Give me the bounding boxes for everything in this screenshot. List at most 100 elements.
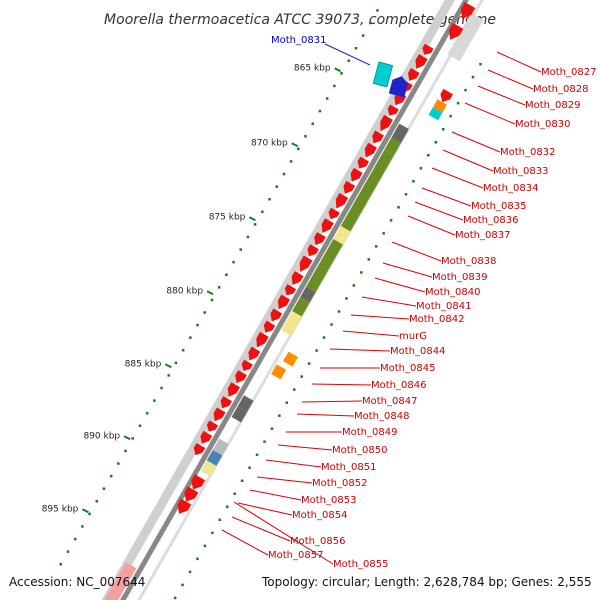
cog-block-shape — [333, 226, 351, 245]
forward-gene[interactable] — [274, 294, 291, 312]
genome-backbone — [101, 0, 484, 600]
forward-gene[interactable] — [361, 142, 377, 160]
scale-dot — [427, 153, 430, 157]
cog-block[interactable] — [237, 395, 254, 413]
gene-label[interactable]: Moth_0841 — [416, 301, 471, 312]
gene-label[interactable]: Moth_0846 — [371, 380, 426, 391]
forward-gene[interactable] — [355, 156, 370, 172]
scale-dot — [300, 375, 303, 378]
gene-label[interactable]: Moth_0844 — [390, 346, 445, 357]
forward-gene[interactable] — [385, 104, 399, 118]
forward-gene[interactable] — [188, 474, 206, 492]
selected-gene-label[interactable]: Moth_0831 — [271, 35, 326, 46]
cog-block[interactable] — [231, 406, 248, 423]
selected-gene-arrow[interactable] — [388, 74, 410, 98]
forward-gene[interactable] — [232, 370, 247, 385]
gene-label[interactable]: Moth_0854 — [292, 510, 347, 521]
cog-block[interactable] — [432, 99, 447, 113]
scale-dot — [419, 167, 423, 170]
gene-label[interactable]: Moth_0856 — [290, 536, 345, 547]
cog-block[interactable] — [206, 449, 223, 466]
forward-gene[interactable] — [245, 346, 261, 363]
gene-label[interactable]: Moth_0828 — [533, 84, 588, 95]
cog-block[interactable] — [333, 226, 351, 245]
forward-gene[interactable] — [224, 382, 240, 399]
gene-label[interactable]: Moth_0827 — [541, 67, 596, 78]
forward-gene[interactable] — [326, 207, 340, 222]
gene-label[interactable]: Moth_0840 — [425, 287, 480, 298]
forward-gene[interactable] — [282, 284, 297, 298]
gene-label[interactable]: Moth_0848 — [354, 411, 409, 422]
gene-label[interactable]: Moth_0855 — [333, 559, 388, 570]
gene-label[interactable]: Moth_0836 — [463, 215, 518, 226]
scale-dot — [218, 518, 222, 522]
forward-gene[interactable] — [253, 331, 269, 350]
cog-block[interactable] — [200, 460, 217, 477]
gene-label[interactable]: Moth_0830 — [515, 119, 570, 130]
gene-label[interactable]: Moth_0847 — [362, 396, 417, 407]
gene-label[interactable]: Moth_0837 — [455, 230, 510, 241]
cog-block[interactable] — [292, 297, 310, 317]
cog-block[interactable] — [271, 364, 287, 380]
gene-label[interactable]: Moth_0833 — [493, 166, 548, 177]
gene-label[interactable]: Moth_0851 — [321, 462, 376, 473]
forward-gene[interactable] — [457, 2, 476, 22]
forward-gene-shape — [220, 396, 232, 409]
cog-block[interactable] — [212, 438, 229, 456]
forward-gene[interactable] — [191, 443, 206, 458]
forward-gene[interactable] — [318, 218, 334, 235]
forward-gene[interactable] — [311, 232, 326, 247]
gene-label[interactable]: Moth_0839 — [432, 272, 487, 283]
gene-label[interactable]: Moth_0849 — [342, 427, 397, 438]
forward-gene[interactable] — [369, 130, 384, 146]
scale-dot — [376, 9, 379, 12]
cog-block[interactable] — [384, 137, 401, 156]
forward-gene[interactable] — [261, 320, 276, 336]
forward-gene[interactable] — [305, 244, 319, 259]
scale-dot — [233, 492, 236, 496]
forward-gene[interactable] — [204, 420, 219, 434]
scale-dot — [174, 361, 178, 365]
cog-block[interactable] — [283, 351, 299, 367]
cog-block[interactable] — [340, 149, 395, 232]
forward-gene[interactable] — [197, 430, 213, 446]
gene-label[interactable]: murG — [399, 331, 427, 342]
forward-gene[interactable] — [288, 271, 304, 287]
forward-gene[interactable] — [445, 22, 464, 43]
gene-label[interactable]: Moth_0835 — [471, 201, 526, 212]
cog-block[interactable] — [391, 123, 409, 143]
gene-label[interactable]: Moth_0850 — [332, 445, 387, 456]
selected-gene-block[interactable] — [372, 61, 394, 88]
gene-label[interactable]: Moth_0832 — [500, 147, 555, 158]
gene-label[interactable]: Moth_0842 — [409, 314, 464, 325]
gene-label[interactable]: Moth_0838 — [441, 256, 496, 267]
forward-gene[interactable] — [332, 193, 349, 211]
cog-block[interactable] — [428, 107, 443, 121]
forward-gene[interactable] — [296, 255, 313, 275]
forward-gene[interactable] — [376, 114, 393, 134]
forward-gene[interactable] — [405, 68, 420, 83]
forward-gene[interactable] — [437, 88, 453, 105]
forward-gene[interactable] — [218, 396, 232, 411]
forward-gene[interactable] — [181, 486, 199, 504]
gene-label[interactable]: Moth_0845 — [380, 363, 435, 374]
forward-gene[interactable] — [420, 43, 434, 58]
forward-gene[interactable] — [268, 308, 283, 323]
gene-label[interactable]: Moth_0834 — [483, 183, 538, 194]
forward-gene[interactable] — [347, 167, 363, 184]
cog-block[interactable] — [281, 311, 302, 336]
cog-block-shape — [237, 395, 254, 413]
forward-gene[interactable] — [210, 407, 226, 423]
gene-label[interactable]: Moth_0853 — [301, 495, 356, 506]
forward-gene[interactable] — [412, 54, 428, 71]
cog-block[interactable] — [300, 286, 316, 303]
gene-label[interactable]: Moth_0857 — [268, 550, 323, 561]
forward-gene[interactable] — [340, 180, 356, 196]
cog-block[interactable] — [306, 239, 343, 293]
forward-gene[interactable] — [174, 498, 192, 517]
gene-label[interactable]: Moth_0852 — [312, 478, 367, 489]
forward-gene[interactable] — [239, 359, 253, 374]
gene-label[interactable]: Moth_0829 — [525, 100, 580, 111]
scale-dot — [441, 127, 445, 131]
